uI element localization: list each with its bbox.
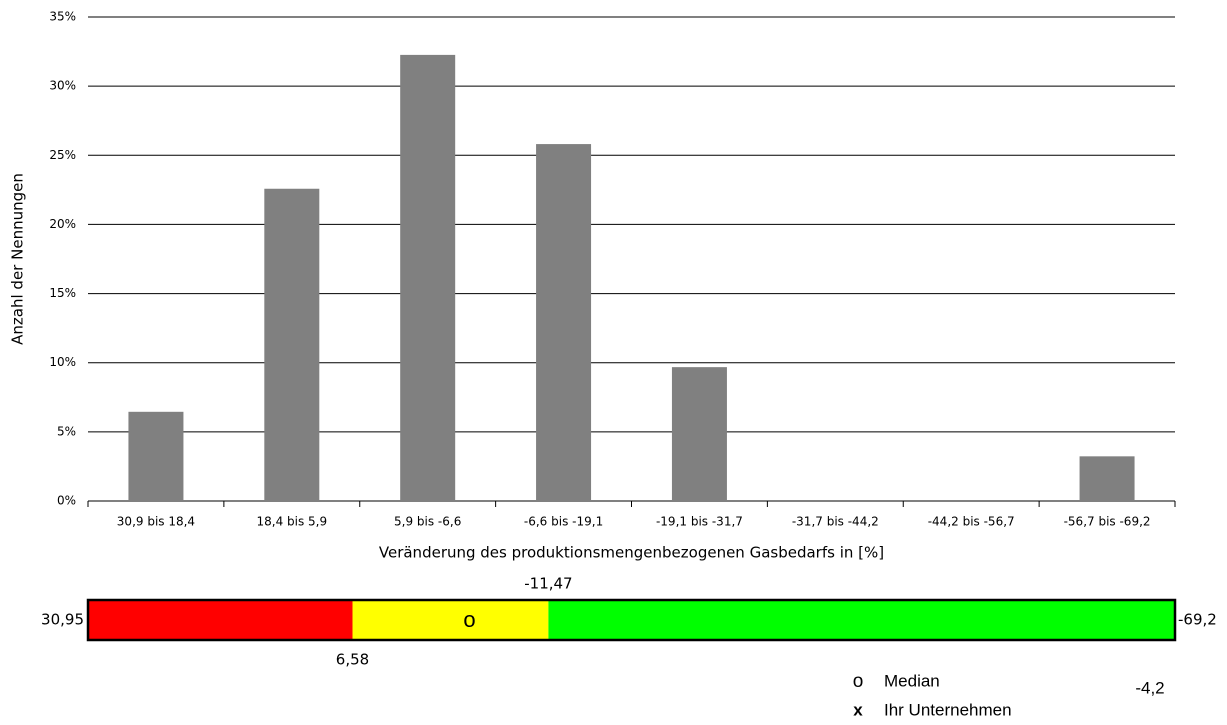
bar xyxy=(264,188,320,501)
y-axis-label: Anzahl der Nennungen xyxy=(9,173,27,345)
bar xyxy=(128,411,184,501)
y-tick-label: 30% xyxy=(49,79,76,93)
x-tick-label: -6,6 bis -19,1 xyxy=(524,515,603,529)
bar xyxy=(1079,456,1135,501)
legend-symbol: o xyxy=(853,671,864,692)
y-tick-label: 5% xyxy=(57,424,76,438)
legend-symbol: x xyxy=(853,700,863,719)
y-tick-label: 0% xyxy=(57,494,76,508)
x-tick-label: 30,9 bis 18,4 xyxy=(117,515,195,529)
legend-label: Ihr Unternehmen xyxy=(884,700,1012,719)
bar xyxy=(671,367,727,501)
median-value: -4,2 xyxy=(1135,678,1164,697)
y-tick-label: 35% xyxy=(49,10,76,24)
x-tick-label: -44,2 bis -56,7 xyxy=(928,515,1015,529)
range-segment xyxy=(548,600,1175,640)
range-tick-label: 30,95 xyxy=(41,611,84,629)
x-axis-label: Veränderung des produktionsmengenbezogen… xyxy=(379,544,884,562)
x-tick-label: 18,4 bis 5,9 xyxy=(256,515,327,529)
y-tick-label: 10% xyxy=(49,355,76,369)
bar xyxy=(400,54,456,501)
range-tick-label: -11,47 xyxy=(524,575,572,593)
legend-label: Median xyxy=(884,671,940,690)
range-tick-label: -69,2 xyxy=(1178,611,1217,629)
median-marker: o xyxy=(463,607,475,632)
y-tick-label: 15% xyxy=(49,286,76,300)
x-tick-label: -56,7 bis -69,2 xyxy=(1064,515,1151,529)
range-tick-label: 6,58 xyxy=(336,651,369,669)
x-tick-label: -19,1 bis -31,7 xyxy=(656,515,743,529)
range-segment xyxy=(352,600,549,640)
y-tick-label: 25% xyxy=(49,148,76,162)
bar xyxy=(536,144,592,501)
x-tick-label: 5,9 bis -6,6 xyxy=(394,515,461,529)
range-frame xyxy=(86,598,1177,642)
range-segment xyxy=(88,600,353,640)
y-tick-label: 20% xyxy=(49,217,76,231)
x-tick-label: -31,7 bis -44,2 xyxy=(792,515,879,529)
